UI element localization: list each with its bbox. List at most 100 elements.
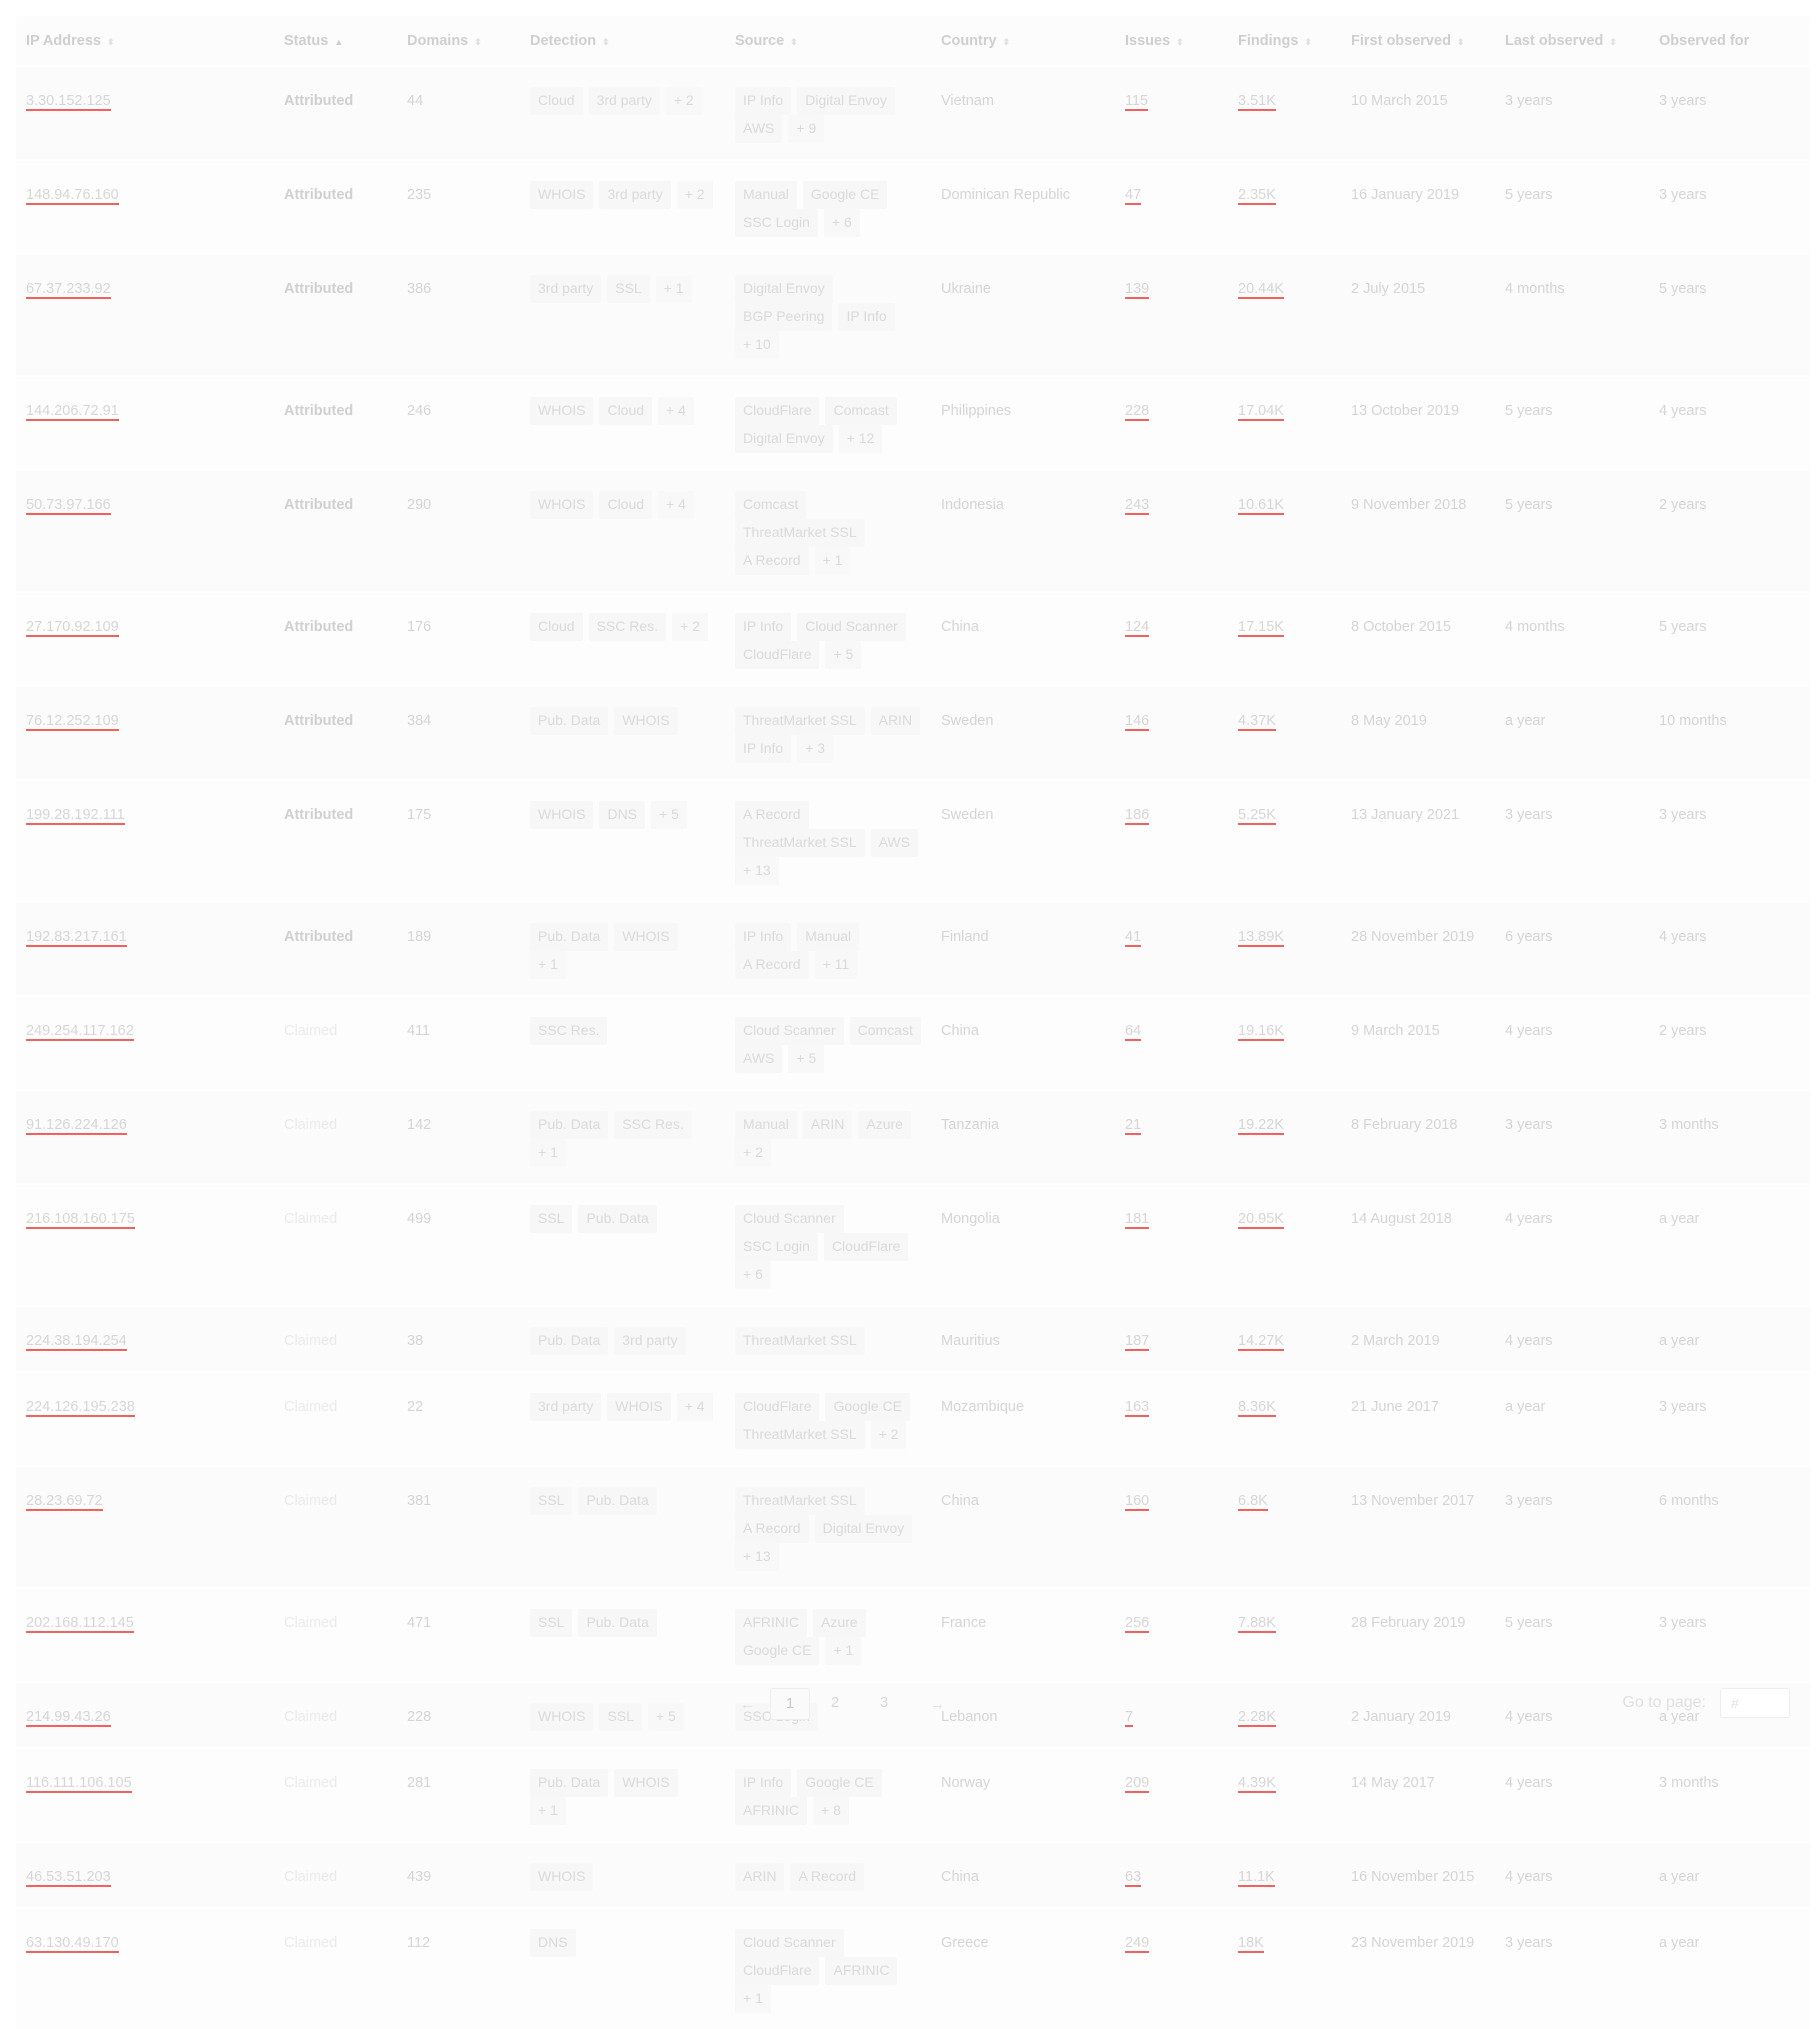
ip-address-link[interactable]: 116.111.106.105: [26, 1775, 132, 1793]
issues-link[interactable]: 146: [1125, 713, 1150, 731]
source-more-chip[interactable]: + 11: [814, 951, 858, 979]
detection-more-chip[interactable]: + 1: [530, 1797, 566, 1825]
sort-icon[interactable]: ▲: [334, 36, 344, 47]
issues-link[interactable]: 163: [1125, 1399, 1150, 1417]
detection-more-chip[interactable]: + 5: [647, 1703, 684, 1731]
column-header[interactable]: Status ▲: [274, 16, 397, 66]
findings-link[interactable]: 13.89K: [1238, 929, 1284, 947]
findings-link[interactable]: 19.16K: [1238, 1023, 1284, 1041]
source-more-chip[interactable]: + 2: [735, 1139, 771, 1167]
next-page-arrow-icon[interactable]: →: [930, 1696, 945, 1713]
findings-link[interactable]: 10.61K: [1238, 497, 1284, 515]
page-3-button[interactable]: 3: [879, 1694, 889, 1711]
go-to-page-input[interactable]: [1720, 1688, 1790, 1718]
source-more-chip[interactable]: + 3: [797, 735, 834, 763]
source-more-chip[interactable]: + 13: [735, 857, 779, 885]
detection-more-chip[interactable]: + 4: [658, 491, 694, 519]
ip-address-link[interactable]: 46.53.51.203: [26, 1869, 111, 1887]
issues-link[interactable]: 21: [1125, 1117, 1142, 1135]
ip-address-link[interactable]: 63.130.49.170: [26, 1935, 119, 1953]
ip-address-link[interactable]: 28.23.69.72: [26, 1493, 103, 1511]
ip-address-link[interactable]: 91.126.224.126: [26, 1117, 127, 1135]
column-header[interactable]: Detection ⬍: [520, 16, 725, 66]
column-header[interactable]: Country ⬍: [931, 16, 1115, 66]
issues-link[interactable]: 47: [1125, 187, 1142, 205]
issues-link[interactable]: 115: [1125, 93, 1149, 111]
findings-link[interactable]: 11.1K: [1238, 1869, 1275, 1887]
issues-link[interactable]: 124: [1125, 619, 1150, 637]
page-2-button[interactable]: 2: [830, 1694, 840, 1711]
source-more-chip[interactable]: + 1: [735, 1985, 771, 2013]
detection-more-chip[interactable]: + 2: [676, 181, 713, 209]
findings-link[interactable]: 5.25K: [1238, 807, 1276, 825]
findings-link[interactable]: 20.95K: [1238, 1211, 1284, 1229]
table-row[interactable]: 224.38.194.254 Claimed 38 Pub. Data 3rd part…: [16, 1306, 1810, 1372]
sort-icon[interactable]: ⬍: [1002, 36, 1011, 47]
table-row[interactable]: 199.28.192.111 Attributed 175 WHOIS DNS + 5 A …: [16, 780, 1810, 902]
source-more-chip[interactable]: + 8: [813, 1797, 849, 1825]
column-header[interactable]: First observed ⬍: [1341, 16, 1495, 66]
findings-link[interactable]: 18K: [1238, 1935, 1264, 1953]
sort-icon[interactable]: ⬍: [106, 36, 115, 47]
issues-link[interactable]: 249: [1125, 1935, 1150, 1953]
column-header[interactable]: Last observed ⬍: [1495, 16, 1649, 66]
source-more-chip[interactable]: + 5: [788, 1045, 825, 1073]
issues-link[interactable]: 209: [1125, 1775, 1150, 1793]
table-row[interactable]: 216.108.160.175 Claimed 499 SSL Pub. Data Clo…: [16, 1184, 1810, 1306]
findings-link[interactable]: 17.04K: [1238, 403, 1284, 421]
ip-address-link[interactable]: 3.30.152.125: [26, 93, 111, 111]
ip-address-link[interactable]: 148.94.76.160: [26, 187, 119, 205]
detection-more-chip[interactable]: + 4: [676, 1393, 713, 1421]
sort-icon[interactable]: ⬍: [602, 36, 610, 47]
issues-link[interactable]: 7: [1125, 1709, 1134, 1727]
ip-address-link[interactable]: 192.83.217.161: [26, 929, 127, 947]
issues-link[interactable]: 160: [1125, 1493, 1150, 1511]
findings-link[interactable]: 4.37K: [1238, 713, 1276, 731]
issues-link[interactable]: 187: [1125, 1333, 1150, 1351]
page-1-button[interactable]: 1: [770, 1688, 810, 1720]
table-row[interactable]: 50.73.97.166 Attributed 290 WHOIS Cloud + 4 Co…: [16, 470, 1810, 592]
detection-more-chip[interactable]: + 2: [665, 87, 702, 115]
sort-icon[interactable]: ⬍: [1456, 36, 1465, 47]
detection-more-chip[interactable]: + 5: [651, 801, 687, 829]
ip-address-link[interactable]: 67.37.233.92: [26, 281, 111, 299]
sort-icon[interactable]: ⬍: [1304, 36, 1312, 47]
sort-icon[interactable]: ⬍: [790, 36, 798, 47]
detection-more-chip[interactable]: + 2: [672, 613, 708, 641]
sort-icon[interactable]: ⬍: [1609, 36, 1617, 47]
findings-link[interactable]: 2.28K: [1238, 1709, 1276, 1727]
table-row[interactable]: 27.170.92.109 Attributed 176 Cloud SSC Res. +…: [16, 592, 1810, 686]
findings-link[interactable]: 6.8K: [1238, 1493, 1268, 1511]
issues-link[interactable]: 139: [1125, 281, 1150, 299]
findings-link[interactable]: 7.88K: [1238, 1615, 1276, 1633]
ip-address-link[interactable]: 249.254.117.162: [26, 1023, 134, 1041]
findings-link[interactable]: 4.39K: [1238, 1775, 1276, 1793]
findings-link[interactable]: 3.51K: [1238, 93, 1276, 111]
source-more-chip[interactable]: + 2: [870, 1421, 907, 1449]
detection-more-chip[interactable]: + 1: [530, 1139, 566, 1167]
ip-address-link[interactable]: 76.12.252.109: [26, 713, 119, 731]
table-row[interactable]: 148.94.76.160 Attributed 235 WHOIS 3rd party…: [16, 160, 1810, 254]
source-more-chip[interactable]: + 5: [825, 641, 862, 669]
table-row[interactable]: 63.130.49.170 Claimed 112 DNS Cloud Scanner C…: [16, 1908, 1810, 2029]
table-row[interactable]: 224.126.195.238 Claimed 22 3rd party WHOIS + …: [16, 1372, 1810, 1466]
ip-address-link[interactable]: 224.38.194.254: [26, 1333, 127, 1351]
ip-address-link[interactable]: 202.168.112.145: [26, 1615, 134, 1633]
findings-link[interactable]: 2.35K: [1238, 187, 1276, 205]
ip-address-link[interactable]: 27.170.92.109: [26, 619, 119, 637]
detection-more-chip[interactable]: + 1: [655, 275, 692, 303]
issues-link[interactable]: 181: [1125, 1211, 1150, 1229]
issues-link[interactable]: 63: [1125, 1869, 1142, 1887]
column-header[interactable]: Issues ⬍: [1115, 16, 1228, 66]
detection-more-chip[interactable]: + 1: [530, 951, 566, 979]
table-row[interactable]: 91.126.224.126 Claimed 142 Pub. Data SSC Res…: [16, 1090, 1810, 1184]
issues-link[interactable]: 228: [1125, 403, 1150, 421]
table-row[interactable]: 249.254.117.162 Claimed 411 SSC Res. Cloud S…: [16, 996, 1810, 1090]
issues-link[interactable]: 41: [1125, 929, 1142, 947]
source-more-chip[interactable]: + 6: [823, 209, 860, 237]
table-row[interactable]: 116.111.106.105 Claimed 281 Pub. Data WHOIS +…: [16, 1748, 1810, 1842]
prev-page-arrow-icon[interactable]: ←: [740, 1696, 755, 1713]
ip-address-link[interactable]: 144.206.72.91: [26, 403, 119, 421]
source-more-chip[interactable]: + 6: [735, 1261, 771, 1289]
